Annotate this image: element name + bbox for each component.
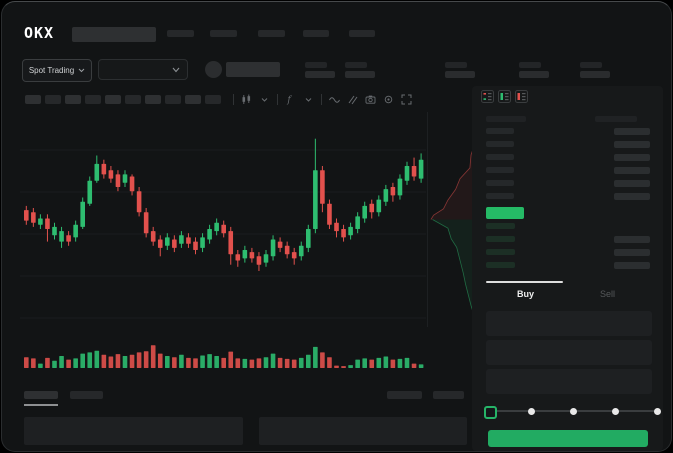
nav-item[interactable] (167, 30, 194, 37)
market-type-selector[interactable]: Spot Trading (22, 59, 92, 82)
chart-toolbar-icons: f (233, 91, 412, 107)
slider-stop[interactable] (611, 407, 619, 415)
pair-selector[interactable] (98, 59, 188, 80)
total-field[interactable] (486, 369, 652, 394)
toolbar-pill[interactable] (185, 95, 201, 104)
orders-panel-placeholder (24, 417, 243, 445)
bottom-tab[interactable] (70, 391, 103, 399)
okx-logo[interactable]: OKX (24, 24, 55, 42)
toolbar-pill[interactable] (25, 95, 41, 104)
pair-name-placeholder (226, 62, 280, 77)
orderbook-price-header (486, 116, 526, 122)
nav-item[interactable] (349, 30, 375, 37)
line-tool-icon[interactable] (329, 94, 340, 105)
toolbar-pill[interactable] (125, 95, 141, 104)
ticker-stat (345, 62, 375, 78)
last-price-badge[interactable] (486, 207, 524, 219)
chevron-down-icon[interactable] (303, 94, 314, 105)
chevron-down-icon[interactable] (259, 94, 270, 105)
draw-tool-icon[interactable] (347, 94, 358, 105)
divider (277, 93, 278, 105)
buy-submit-button[interactable] (488, 430, 648, 447)
slider-stop[interactable] (653, 407, 661, 415)
toolbar-pill[interactable] (65, 95, 81, 104)
orderbook-amount-header (595, 116, 637, 122)
tab-buy[interactable]: Buy (516, 289, 534, 299)
nav-item[interactable] (210, 30, 237, 37)
trade-sidebar: Buy Sell (472, 86, 663, 451)
toolbar-pill[interactable] (45, 95, 61, 104)
slider-stop[interactable] (527, 407, 535, 415)
price-field[interactable] (486, 311, 652, 336)
toolbar-pill[interactable] (165, 95, 181, 104)
fullscreen-icon[interactable] (401, 94, 412, 105)
ticker-stat (305, 62, 335, 78)
market-type-label: Spot Trading (28, 66, 75, 75)
ticker-stat (580, 62, 610, 78)
indicators-icon[interactable]: f (285, 94, 296, 105)
orderbook-asks-view-icon[interactable] (515, 90, 528, 103)
amount-field[interactable] (486, 340, 652, 365)
history-panel-placeholder (259, 417, 467, 445)
nav-item[interactable] (303, 30, 329, 37)
candlestick-chart[interactable] (20, 112, 426, 374)
bottom-tab-active[interactable] (24, 391, 58, 399)
orderbook-bids-view-icon[interactable] (498, 90, 511, 103)
top-nav: OKX (2, 2, 671, 52)
settings-gear-icon[interactable] (383, 94, 394, 105)
orderbook-combined-view-icon[interactable] (481, 90, 494, 103)
active-tab-indicator (486, 281, 563, 283)
slider-stop[interactable] (569, 407, 577, 415)
tab-sell[interactable]: Sell (599, 289, 615, 299)
divider (233, 93, 234, 105)
chart-type-icon[interactable] (241, 94, 252, 105)
ticker-stat (445, 62, 475, 78)
bottom-action[interactable] (433, 391, 464, 399)
slider-stop[interactable] (483, 405, 497, 419)
toolbar-pill[interactable] (205, 95, 221, 104)
bottom-action[interactable] (387, 391, 422, 399)
coin-icon (205, 61, 222, 78)
toolbar-pill[interactable] (105, 95, 121, 104)
search-input[interactable] (72, 27, 156, 42)
ticker-stat (519, 62, 549, 78)
toolbar-pill[interactable] (145, 95, 161, 104)
chevron-down-icon (78, 68, 85, 73)
nav-item[interactable] (258, 30, 285, 37)
camera-icon[interactable] (365, 94, 376, 105)
bottom-tab-underline (24, 404, 58, 406)
svg-text:f: f (286, 95, 292, 104)
divider (321, 93, 322, 105)
toolbar-pill[interactable] (85, 95, 101, 104)
chevron-down-icon (172, 67, 180, 72)
